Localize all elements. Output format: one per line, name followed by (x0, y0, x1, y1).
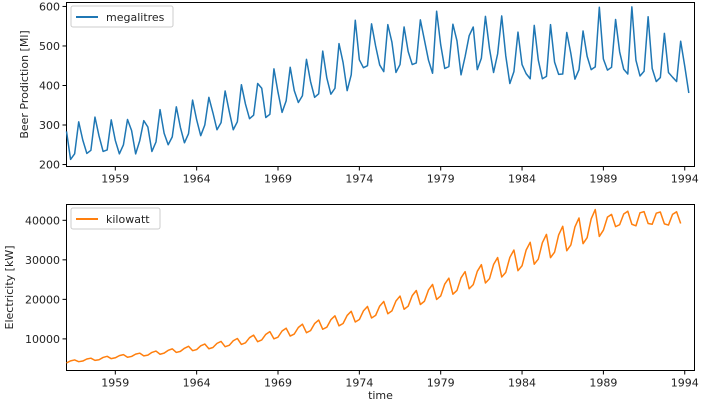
x-tick-label: 1964 (183, 173, 211, 186)
y-tick-label: 600 (39, 0, 60, 13)
megalitres-series-line (65, 6, 690, 161)
x-tick-label: 1959 (101, 173, 129, 186)
y-tick-label: 20000 (25, 293, 60, 306)
x-tick-label: 1969 (264, 377, 292, 390)
kilowatt-legend-label: kilowatt (106, 213, 150, 226)
x-tick-label: 1994 (671, 173, 699, 186)
beer-plot-frame (66, 2, 695, 167)
beer-legend: megalitres (70, 5, 174, 28)
y-tick-label: 500 (39, 40, 60, 53)
megalitres-legend-label: megalitres (106, 11, 165, 24)
x-tick-label: 1974 (345, 377, 373, 390)
x-tick-label: 1979 (427, 173, 455, 186)
y-tick-label: 400 (39, 79, 60, 92)
electricity-legend: kilowatt (70, 207, 161, 230)
time-x-axis-label: time (368, 389, 393, 402)
beer-y-axis-label: Beer Prodiction [Ml] (18, 30, 31, 138)
y-tick-label: 200 (39, 159, 60, 172)
x-tick-label: 1989 (589, 173, 617, 186)
beer-legend-box (70, 5, 174, 28)
x-tick-label: 1984 (508, 173, 536, 186)
electricity-y-axis-label: Electricity [kW] (3, 246, 16, 330)
kilowatt-series-line (66, 208, 682, 364)
x-tick-label: 1959 (101, 377, 129, 390)
electricity-axis-ticks: 1959 1964 1969 1974 1979 1984 1989 1994 10000 200… (25, 214, 699, 389)
electricity-legend-box (70, 207, 161, 230)
x-tick-label: 1969 (264, 173, 292, 186)
beer-production-panel: 1959 1964 1969 1974 1979 1984 1989 1994 200 300 40… (18, 0, 699, 185)
x-tick-label: 1989 (589, 377, 617, 390)
y-tick-label: 300 (39, 119, 60, 132)
beer-axis-ticks: 1959 1964 1969 1974 1979 1984 1989 1994 200 300 40… (39, 0, 699, 185)
electricity-panel: 1959 1964 1969 1974 1979 1984 1989 1994 10000 200… (3, 204, 699, 402)
electricity-plot-frame (66, 204, 695, 371)
x-tick-label: 1974 (345, 173, 373, 186)
y-tick-label: 10000 (25, 333, 60, 346)
x-tick-label: 1979 (427, 377, 455, 390)
y-tick-label: 30000 (25, 254, 60, 267)
x-tick-label: 1994 (671, 377, 699, 390)
x-tick-label: 1964 (183, 377, 211, 390)
x-tick-label: 1984 (508, 377, 536, 390)
y-tick-label: 40000 (25, 214, 60, 227)
